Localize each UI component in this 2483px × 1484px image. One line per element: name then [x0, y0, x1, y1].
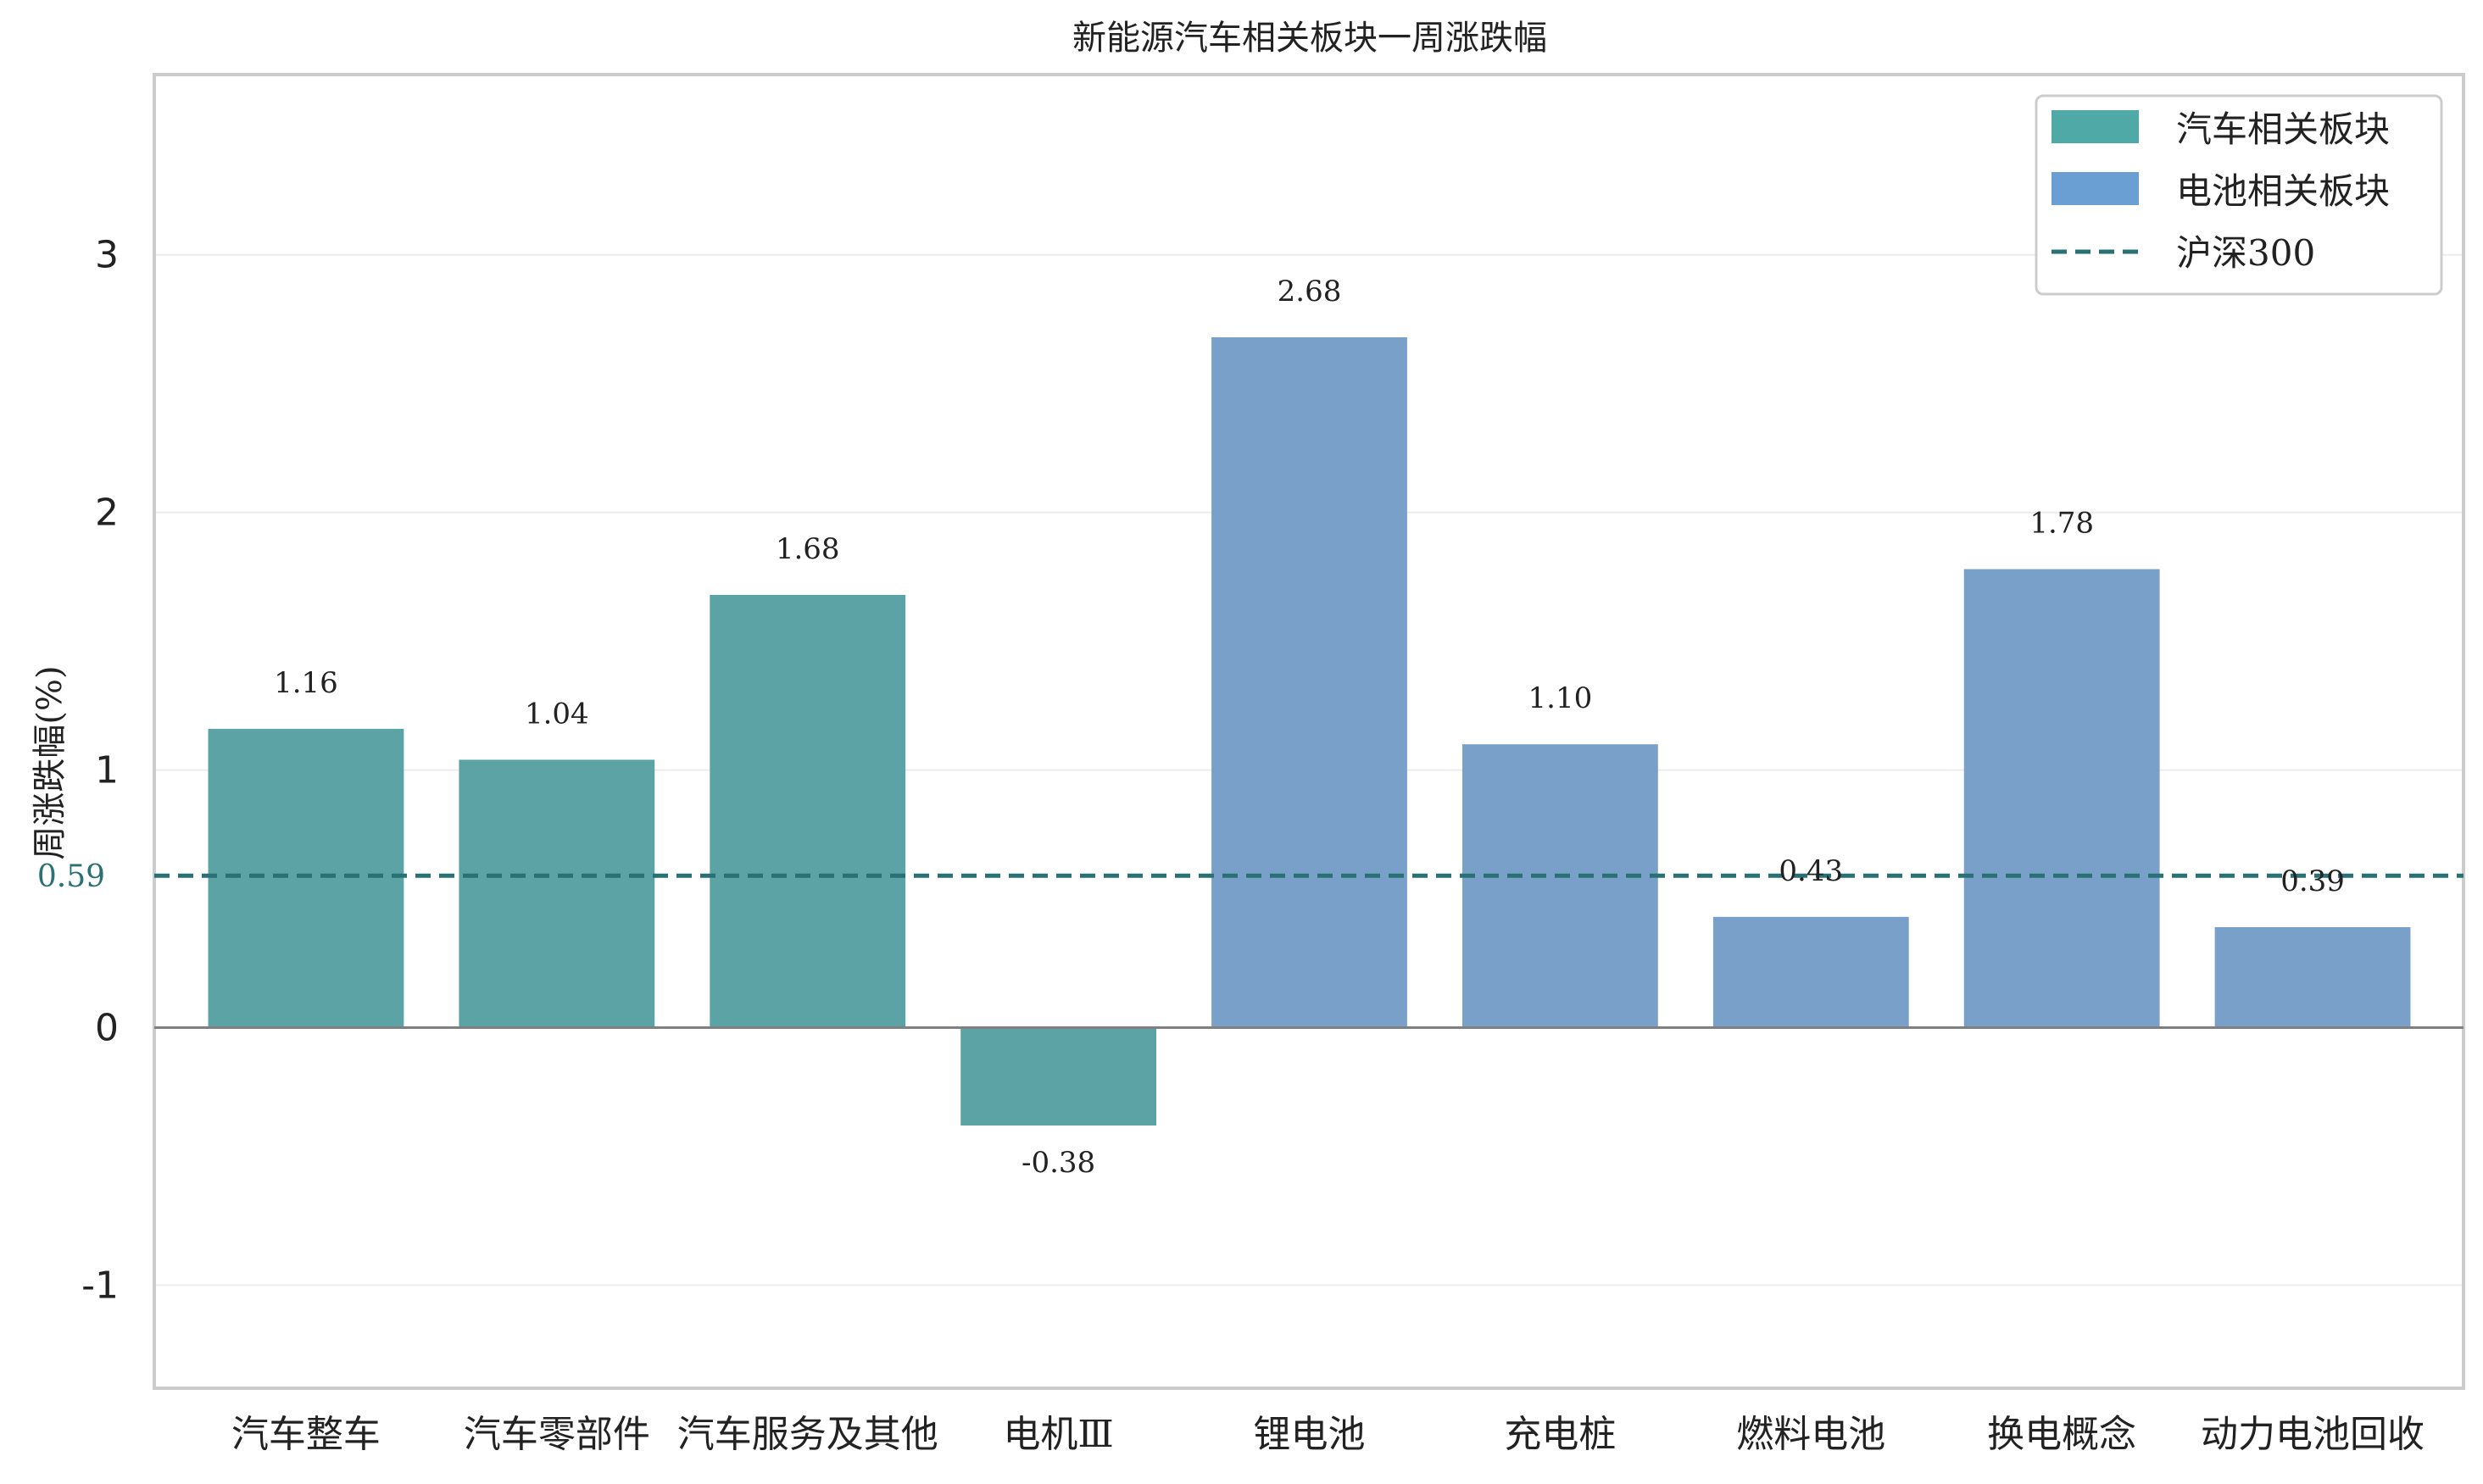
reference-value-label: 0.59 [37, 859, 105, 894]
data-label: -0.38 [1022, 1146, 1095, 1180]
bar [710, 594, 906, 1028]
data-labels: 1.16 1.04 1.68 -0.38 2.68 1.10 0.43 1.78 0.39 [274, 275, 2345, 1180]
legend: 汽车相关板块 电池相关板块 沪深300 [2035, 94, 2443, 296]
bar [208, 728, 404, 1028]
bars [208, 337, 2411, 1126]
x-tick-label: 汽车整车 [231, 1413, 381, 1456]
legend-box [2035, 94, 2443, 296]
y-axis-label: 周涨跌幅(%) [31, 665, 70, 859]
x-axis-ticks: 汽车整车 汽车零部件 汽车服务及其他 电机Ⅲ 锂电池 充电桩 燃料电池 换电概念 动力电池回收 [231, 1413, 2425, 1456]
bar [459, 759, 655, 1028]
bar [1211, 337, 1407, 1028]
x-tick-label: 汽车服务及其他 [677, 1413, 938, 1456]
y-tick-label: 2 [95, 492, 119, 535]
data-label: 0.39 [2280, 864, 2345, 898]
x-tick-label: 动力电池回收 [2201, 1413, 2425, 1456]
legend-label-hs300: 沪深300 [2176, 232, 2315, 274]
chart-title: 新能源汽车相关板块一周涨跌幅 [1072, 19, 1547, 58]
legend-patch-car [2052, 110, 2139, 143]
x-tick-label: 电机Ⅲ [1003, 1413, 1113, 1456]
x-tick-label: 燃料电池 [1736, 1413, 1885, 1456]
y-tick-label: 1 [95, 749, 119, 792]
bar [1461, 744, 1658, 1028]
data-label: 0.43 [1779, 854, 1843, 888]
legend-label-car: 汽车相关板块 [2176, 108, 2390, 150]
y-axis-ticks: -1 0 1 2 3 [81, 234, 119, 1308]
data-label: 1.04 [525, 697, 589, 731]
reference-layer: 0.59 [37, 859, 2464, 894]
bar [2214, 926, 2411, 1028]
data-label: 1.16 [274, 666, 338, 700]
bar [1712, 916, 1909, 1028]
data-label: 1.78 [2029, 507, 2094, 541]
y-tick-label: 0 [95, 1007, 119, 1050]
bar [1963, 569, 2160, 1028]
data-label: 2.68 [1278, 275, 1342, 308]
y-tick-label: 3 [95, 234, 119, 277]
legend-label-battery: 电池相关板块 [2176, 170, 2390, 212]
x-tick-label: 锂电池 [1254, 1413, 1366, 1456]
x-tick-label: 换电概念 [1987, 1413, 2136, 1456]
data-label: 1.68 [776, 532, 840, 566]
x-tick-label: 汽车零部件 [464, 1413, 650, 1456]
bar [960, 1027, 1157, 1126]
legend-patch-battery [2052, 172, 2139, 205]
plot-area [153, 73, 2465, 1390]
data-label: 1.10 [1528, 681, 1593, 715]
x-tick-label: 充电桩 [1504, 1413, 1616, 1456]
y-tick-label: -1 [81, 1264, 119, 1307]
